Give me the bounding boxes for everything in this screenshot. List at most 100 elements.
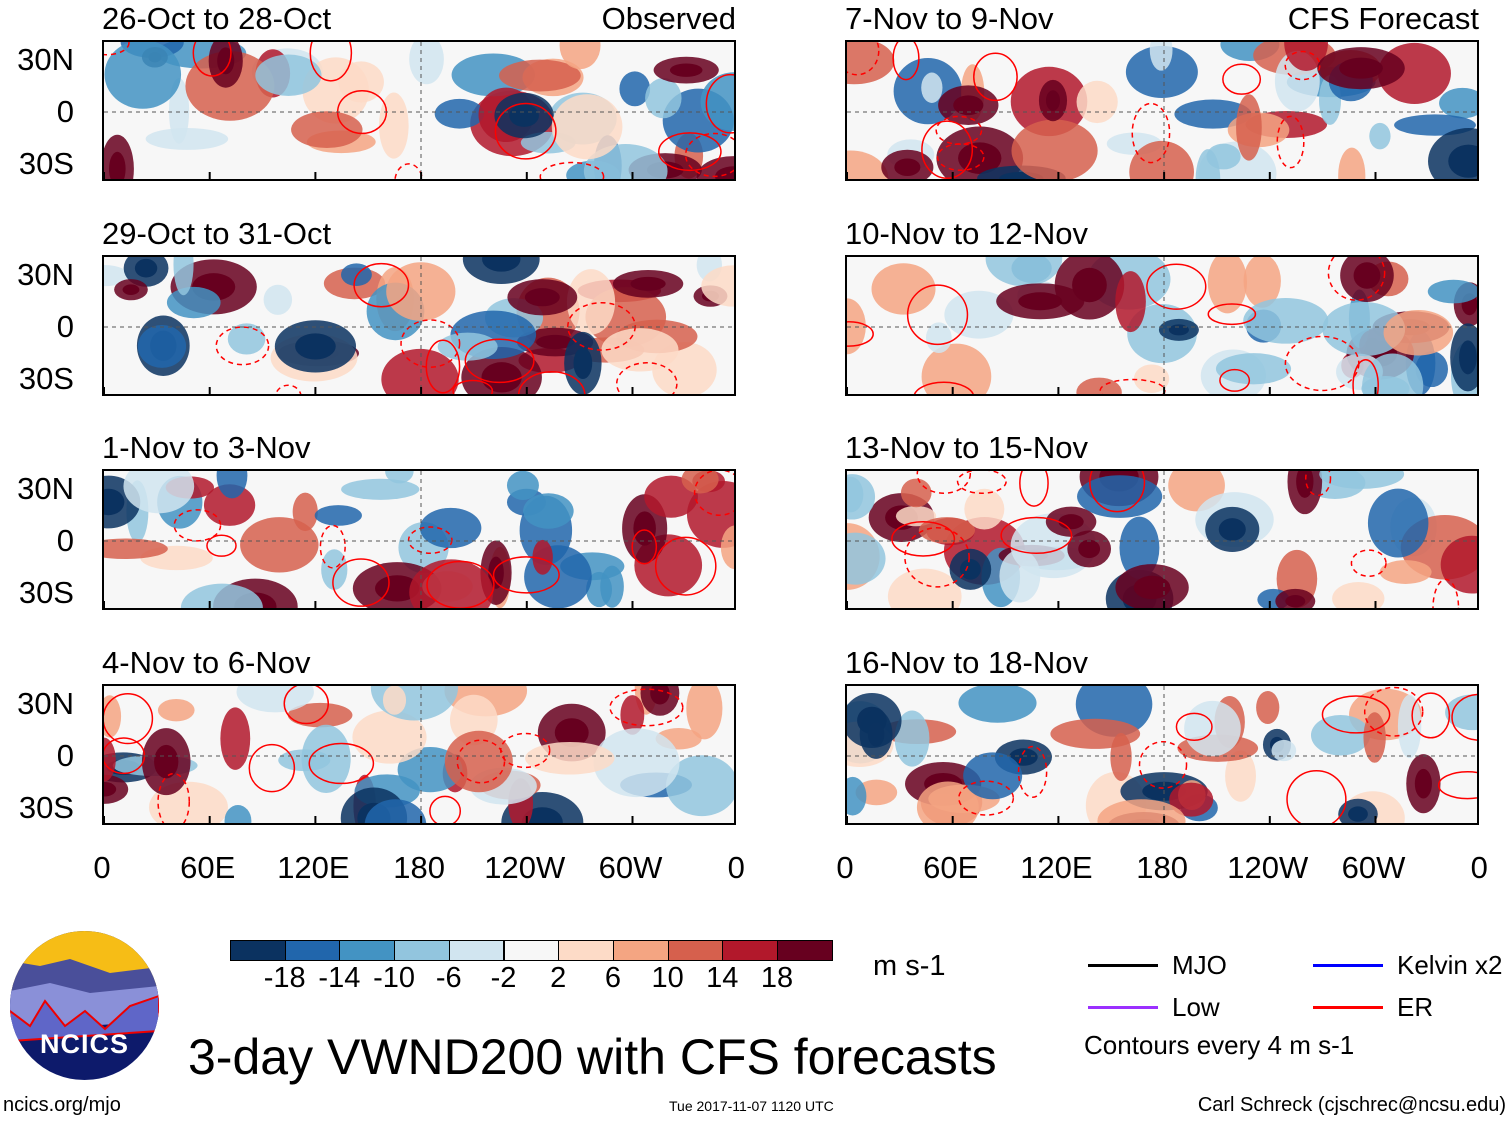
wind-anomaly-blob	[364, 799, 427, 823]
wind-anomaly-core	[1448, 144, 1477, 178]
wind-anomaly-core	[1058, 514, 1084, 530]
y-tick-label: 30N	[17, 686, 74, 721]
er-contour	[1222, 63, 1262, 95]
wind-anomaly-blob	[847, 298, 866, 355]
y-tick-label: 30S	[18, 146, 74, 181]
colorbar-swatch	[558, 940, 614, 961]
wind-anomaly-blob	[551, 94, 623, 160]
wind-anomaly-blob	[104, 695, 122, 738]
er-contour	[1207, 303, 1257, 326]
y-tick-label: 30N	[17, 257, 74, 292]
wind-anomaly-blob	[1169, 782, 1214, 817]
wind-anomaly-blob	[1011, 119, 1098, 179]
wind-anomaly-blob	[157, 698, 195, 722]
colorbar-label: -18	[263, 962, 306, 994]
er-contour	[935, 115, 983, 145]
er-contour	[693, 471, 734, 516]
wind-anomaly-blob	[287, 702, 353, 728]
panel-title: 1-Nov to 3-Nov	[102, 430, 311, 465]
wind-anomaly-blob	[1369, 122, 1391, 150]
wind-anomaly-blob	[720, 525, 734, 570]
wind-anomaly-blob	[1427, 279, 1477, 304]
wind-anomaly-blob	[1076, 377, 1122, 394]
x-tick-label: 0	[93, 850, 111, 885]
panel-title: 26-Oct to 28-Oct	[102, 1, 332, 36]
wind-anomaly-blob	[985, 257, 1063, 287]
colorbar-label: -6	[435, 962, 462, 994]
er-contour	[892, 42, 920, 81]
y-tick-label: 30N	[17, 42, 74, 77]
y-tick-label: 0	[56, 738, 74, 773]
x-tick-label: 0	[727, 850, 745, 885]
er-contour	[904, 527, 970, 588]
legend-label: Kelvin x2	[1397, 950, 1503, 980]
contour-note: Contours every 4 m s-1	[1084, 1030, 1355, 1060]
x-tick-label: 60W	[1341, 850, 1406, 885]
wind-anomaly-blob	[619, 71, 651, 107]
wind-anomaly-blob	[1119, 516, 1160, 579]
wind-anomaly-blob	[278, 749, 331, 772]
logo-text: NCICS	[39, 1029, 129, 1059]
wind-anomaly-core	[481, 362, 522, 393]
wind-anomaly-blob	[958, 686, 1037, 723]
wind-anomaly-blob	[1362, 353, 1424, 394]
wind-anomaly-core	[1339, 57, 1383, 79]
wind-anomaly-core	[953, 95, 984, 116]
footer-url: ncics.org/mjo	[3, 1094, 121, 1116]
er-contour	[206, 534, 237, 557]
er-contour	[1432, 578, 1460, 608]
x-tick-label: 120E	[1020, 850, 1093, 885]
wind-anomaly-blob	[1338, 147, 1366, 179]
legend-label: Low	[1172, 992, 1220, 1022]
wind-anomaly-blob	[1271, 739, 1297, 762]
er-contour	[1321, 695, 1391, 734]
er-contour	[539, 161, 605, 179]
wind-anomaly-core	[154, 744, 179, 779]
wind-anomaly-blob	[216, 471, 248, 499]
er-contour	[104, 42, 130, 56]
er-contour	[906, 284, 969, 346]
er-contour	[394, 163, 424, 179]
y-tick-label: 30S	[18, 575, 74, 610]
x-tick-label: 0	[1470, 850, 1488, 885]
er-contour	[1000, 516, 1073, 555]
er-contour	[1327, 257, 1386, 301]
er-contour	[1219, 368, 1251, 392]
x-tick-label: 120W	[1227, 850, 1309, 885]
colorbar-swatch	[339, 940, 396, 961]
wind-anomaly-blob	[1383, 309, 1454, 356]
er-contour	[847, 321, 874, 347]
wind-anomaly-blob	[645, 78, 682, 119]
colorbar-label: 2	[550, 962, 567, 994]
wind-anomaly-core	[509, 104, 539, 127]
wind-anomaly-core	[536, 334, 575, 350]
wind-anomaly-blob	[525, 741, 615, 775]
map-panel	[102, 469, 736, 610]
wind-anomaly-blob	[701, 265, 734, 307]
er-contour	[492, 556, 560, 594]
wind-anomaly-blob	[321, 549, 348, 590]
er-contour	[429, 795, 462, 823]
wind-anomaly-blob	[666, 755, 734, 817]
wind-anomaly-blob	[227, 323, 266, 355]
wind-anomaly-blob	[686, 686, 723, 740]
wind-anomaly-blob	[341, 478, 420, 500]
wind-anomaly-blob	[847, 42, 895, 85]
wind-anomaly-blob	[894, 710, 930, 767]
wind-anomaly-blob	[1225, 750, 1256, 802]
colorbar-swatch	[612, 940, 669, 961]
wind-anomaly-blob	[532, 539, 553, 575]
wind-anomaly-blob	[620, 695, 645, 735]
wind-anomaly-blob	[434, 98, 485, 129]
wind-anomaly-core	[1296, 471, 1314, 498]
y-tick-label: 0	[56, 94, 74, 129]
er-contour	[1089, 471, 1146, 513]
colorbar-label: 6	[604, 962, 621, 994]
er-contour	[309, 42, 353, 82]
x-tick-label: 180	[393, 850, 445, 885]
wind-anomaly-blob	[963, 752, 1023, 800]
wind-anomaly-core	[134, 258, 158, 278]
wind-anomaly-blob	[601, 328, 679, 372]
map-panel	[845, 255, 1479, 396]
